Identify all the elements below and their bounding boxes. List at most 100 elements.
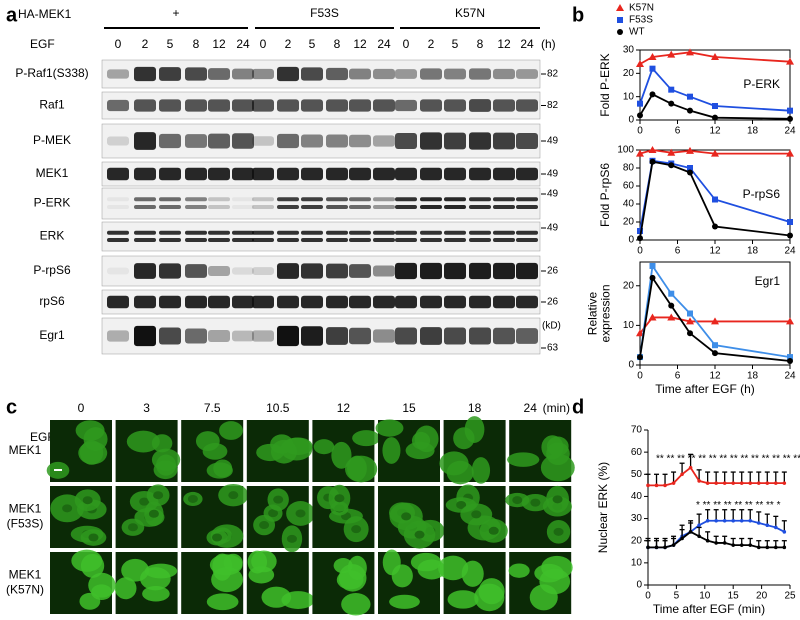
band bbox=[420, 167, 442, 181]
band bbox=[252, 330, 274, 342]
lane-time: 12 bbox=[353, 37, 367, 51]
marker bbox=[687, 169, 693, 176]
y-tick-label: 10 bbox=[623, 320, 635, 331]
y-tick-label: 20 bbox=[623, 68, 635, 79]
band bbox=[516, 262, 538, 280]
band bbox=[232, 133, 254, 149]
band bbox=[469, 295, 491, 309]
lane-time: 5 bbox=[167, 37, 174, 51]
band bbox=[252, 68, 274, 80]
band bbox=[185, 230, 207, 235]
band bbox=[185, 237, 207, 242]
y-axis-label: Relative bbox=[586, 292, 600, 336]
marker bbox=[680, 536, 684, 541]
band bbox=[349, 167, 371, 181]
legend-label: WT bbox=[629, 27, 645, 38]
marker bbox=[649, 274, 656, 281]
x-axis-label: Time after EGF (min) bbox=[653, 602, 765, 616]
band bbox=[395, 295, 417, 309]
cell bbox=[382, 437, 401, 464]
band bbox=[373, 265, 395, 277]
band bbox=[420, 237, 442, 242]
marker bbox=[714, 541, 718, 545]
band bbox=[349, 237, 371, 242]
band bbox=[277, 197, 299, 202]
significance: * ** ** ** ** ** ** ** * bbox=[696, 500, 781, 511]
marker bbox=[705, 481, 710, 485]
band bbox=[493, 99, 515, 112]
band bbox=[516, 295, 538, 309]
band bbox=[349, 205, 371, 210]
band bbox=[252, 230, 274, 235]
marker bbox=[667, 313, 676, 321]
x-tick-label: 20 bbox=[756, 591, 768, 602]
marker bbox=[782, 530, 787, 534]
marker bbox=[712, 196, 718, 203]
panel-label: c bbox=[6, 396, 17, 418]
band bbox=[232, 237, 254, 242]
band bbox=[493, 230, 515, 235]
band bbox=[159, 327, 181, 345]
nucleus bbox=[82, 496, 93, 505]
x-tick-label: 25 bbox=[784, 591, 796, 602]
band bbox=[516, 328, 538, 344]
band bbox=[444, 99, 466, 112]
band bbox=[493, 68, 515, 80]
cell bbox=[261, 586, 292, 608]
band bbox=[185, 328, 207, 344]
band bbox=[469, 237, 491, 242]
band bbox=[493, 197, 515, 202]
marker bbox=[663, 483, 667, 488]
blot-label: Raf1 bbox=[39, 98, 65, 112]
band bbox=[208, 205, 230, 210]
marker bbox=[687, 93, 693, 100]
cell bbox=[142, 586, 170, 602]
marker bbox=[787, 232, 793, 239]
marker bbox=[787, 115, 793, 122]
band bbox=[134, 237, 156, 242]
cell bbox=[438, 555, 469, 581]
band bbox=[252, 237, 274, 242]
band bbox=[326, 99, 348, 112]
nucleus bbox=[351, 525, 362, 534]
band bbox=[395, 205, 417, 210]
marker bbox=[712, 103, 718, 109]
cell bbox=[464, 416, 485, 443]
marker bbox=[711, 53, 719, 60]
band bbox=[301, 326, 323, 346]
marker bbox=[697, 479, 701, 483]
blot-label: P-MEK bbox=[33, 133, 71, 147]
nucleus bbox=[512, 496, 523, 505]
y-tick-label: 0 bbox=[636, 580, 642, 591]
marker bbox=[786, 57, 794, 65]
marker bbox=[636, 60, 644, 67]
y-tick-label: 100 bbox=[617, 145, 634, 156]
band bbox=[159, 99, 181, 112]
marker bbox=[648, 313, 657, 321]
marker bbox=[668, 162, 675, 169]
band bbox=[349, 197, 371, 202]
marker bbox=[774, 525, 778, 530]
marker bbox=[687, 330, 693, 337]
nucleus bbox=[414, 530, 425, 539]
marker bbox=[712, 350, 718, 357]
legend-label: K57N bbox=[629, 3, 654, 14]
marker bbox=[731, 518, 735, 523]
nucleus bbox=[228, 491, 239, 500]
time-unit: (min) bbox=[543, 401, 570, 415]
band bbox=[107, 99, 129, 112]
band bbox=[159, 167, 181, 181]
significance: ** ** ** ** ** ** ** ** ** ** ** ** ** *… bbox=[656, 453, 800, 464]
time-label: 0 bbox=[78, 401, 85, 415]
marker bbox=[748, 481, 753, 485]
band bbox=[301, 197, 323, 202]
marker bbox=[722, 518, 727, 523]
band bbox=[373, 68, 395, 80]
band bbox=[301, 67, 323, 81]
band bbox=[373, 99, 395, 112]
marker bbox=[787, 354, 793, 361]
marker bbox=[646, 483, 650, 488]
band bbox=[134, 167, 156, 181]
blot-label: Egr1 bbox=[39, 328, 65, 342]
mw-marker: 82 bbox=[547, 69, 559, 80]
